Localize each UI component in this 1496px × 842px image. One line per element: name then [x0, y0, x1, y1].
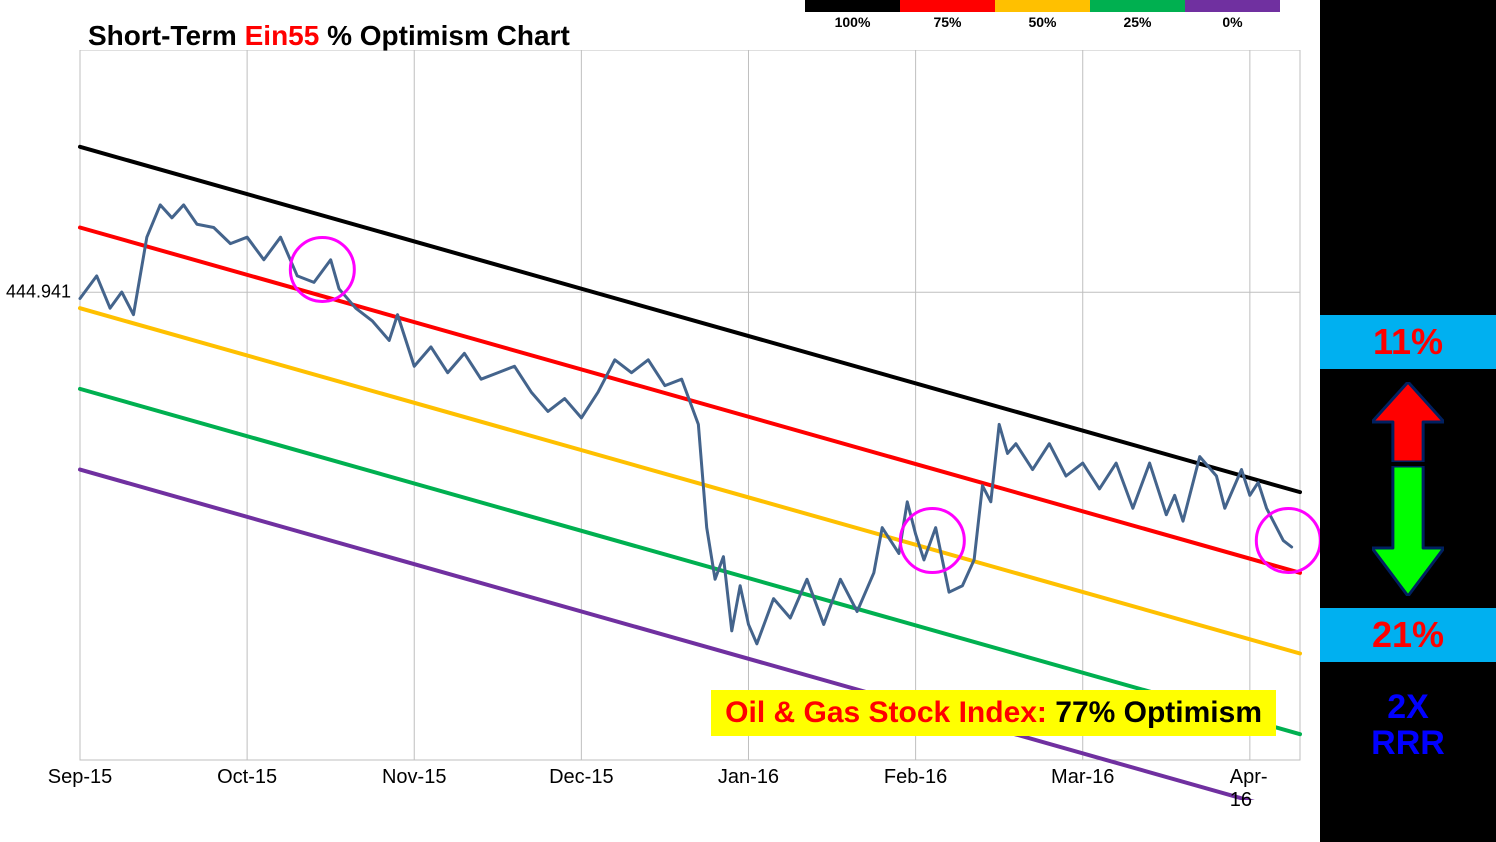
title-part-3: % Optimism Chart: [319, 20, 569, 51]
legend-label: 0%: [1185, 12, 1280, 30]
y-tick-label: 444.941: [6, 282, 71, 303]
legend-label: 50%: [995, 12, 1090, 30]
banner: Oil & Gas Stock Index: 77% Optimism: [711, 690, 1276, 736]
lower-pct-box: 21%: [1320, 608, 1496, 662]
x-tick-label: Jan-16: [718, 766, 779, 789]
x-tick-label: Nov-15: [382, 766, 446, 789]
legend-swatch: [1185, 0, 1280, 12]
legend-swatch: [900, 0, 995, 12]
legend-swatch: [995, 0, 1090, 12]
legend-swatch: [1090, 0, 1185, 12]
legend-item: 75%: [900, 0, 995, 40]
x-tick-label: Apr-16: [1230, 766, 1270, 812]
banner-part-1: Oil & Gas Stock Index:: [725, 696, 1055, 729]
legend: 100%75%50%25%0%: [805, 0, 1280, 40]
legend-label: 75%: [900, 12, 995, 30]
rrr-line2: RRR: [1371, 724, 1445, 762]
x-tick-label: Feb-16: [884, 766, 947, 789]
title-part-2: Ein55: [245, 20, 320, 51]
chart-panel: Short-Term Ein55 % Optimism Chart 100%75…: [0, 0, 1320, 842]
x-tick-label: Sep-15: [48, 766, 113, 789]
plot-svg: [0, 50, 1320, 800]
legend-item: 100%: [805, 0, 900, 40]
plot-area: 444.941 Sep-15 Oct-15 Nov-15 Dec-15 Jan-16 Fe…: [0, 50, 1320, 800]
legend-item: 25%: [1090, 0, 1185, 40]
side-panel: 11% 21% 2X RRR: [1320, 0, 1496, 842]
x-tick-label: Dec-15: [549, 766, 613, 789]
x-tick-label: Mar-16: [1051, 766, 1114, 789]
legend-label: 25%: [1090, 12, 1185, 30]
banner-part-2: 77% Optimism: [1055, 696, 1262, 729]
rrr-label: 2X RRR: [1320, 690, 1496, 761]
legend-label: 100%: [805, 12, 900, 30]
up-arrow-icon: [1372, 382, 1444, 462]
legend-item: 0%: [1185, 0, 1280, 40]
upper-pct-box: 11%: [1320, 315, 1496, 369]
down-arrow-icon: [1372, 466, 1444, 596]
x-tick-label: Oct-15: [217, 766, 277, 789]
rrr-line1: 2X: [1387, 688, 1429, 726]
title-part-1: Short-Term: [88, 20, 245, 51]
legend-swatch: [805, 0, 900, 12]
x-labels: Sep-15Oct-15Nov-15Dec-15Jan-16Feb-16Mar-…: [80, 766, 1290, 790]
chart-title: Short-Term Ein55 % Optimism Chart: [88, 20, 570, 52]
legend-item: 50%: [995, 0, 1090, 40]
